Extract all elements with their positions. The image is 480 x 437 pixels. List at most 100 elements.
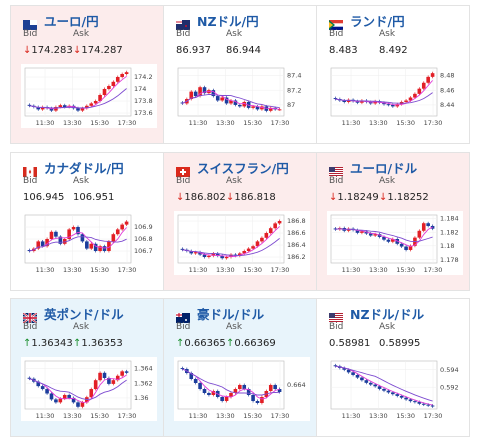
- candle-body: [76, 227, 80, 235]
- mini-chart[interactable]: 174.2 174 173.8 173.6 11:30 13:30 15:30 17:30: [21, 64, 157, 128]
- ma-long-line: [29, 236, 127, 252]
- rate-card[interactable]: カナダドル/円 Bid Ask 106.945 106.951 106.9 106.8 106…: [10, 152, 164, 291]
- ma-short-line: [29, 374, 127, 403]
- candle-body: [391, 239, 395, 242]
- candle-body: [277, 109, 282, 111]
- candle-body: [421, 82, 426, 89]
- rate-card[interactable]: ランド/円 Bid Ask 8.483 8.492 8.48 8.46 8.44 11:30 13…: [316, 5, 470, 144]
- x-tick-label: 13:30: [216, 119, 235, 127]
- ask-label: Ask: [73, 29, 90, 39]
- rate-card[interactable]: スイスフラン/円 Bid Ask ↓186.802 ↓186.818 186.8 186.6…: [163, 152, 317, 291]
- ask-value-text: 106.951: [73, 192, 115, 203]
- currency-pair-title[interactable]: NZドル/円: [197, 14, 259, 29]
- mini-chart[interactable]: 1.184 1.182 1.18 1.178 11:30 13:30 15:30 17:30: [327, 211, 463, 275]
- candle-body: [368, 233, 373, 236]
- x-tick-label: 17:30: [271, 412, 290, 420]
- candle-body: [408, 245, 413, 250]
- mini-chart[interactable]: 0.594 0.592 11:30 13:30 15:30 17:30: [327, 357, 463, 421]
- arrow-down-icon: ↓: [379, 192, 388, 203]
- candle-body: [417, 88, 422, 94]
- candle-body: [180, 368, 185, 370]
- bid-value-text: 8.483: [329, 45, 358, 56]
- bid-value: ↓1.18249: [329, 192, 379, 203]
- mini-chart[interactable]: 186.8 186.6 186.4 186.2 11:30 13:30 15:30 17:30: [174, 211, 310, 275]
- rate-card[interactable]: NZドル/ドル Bid Ask 0.58981 0.58995 0.594 0.592 11:…: [316, 298, 470, 437]
- price-chart-svg: 186.8 186.6 186.4 186.2 11:30 13:30 15:30 17:30: [174, 211, 310, 275]
- candle-body: [417, 230, 422, 238]
- candle-body: [377, 234, 382, 237]
- candle-body: [355, 374, 360, 378]
- candle-body: [229, 393, 233, 397]
- currency-pair-title[interactable]: 英ポンド/ドル: [44, 307, 124, 322]
- ca-flag: [23, 162, 37, 177]
- ask-label: Ask: [73, 322, 90, 332]
- candle-body: [115, 229, 120, 235]
- rate-card[interactable]: 英ポンド/ドル Bid Ask ↑1.36343 ↑1.36353 1.364 1.362 1…: [10, 298, 164, 437]
- price-chart-svg: 87.4 87.2 87 11:30 13:30 15:30 17:30: [174, 64, 310, 128]
- candle-body: [413, 401, 417, 403]
- candle-body: [36, 107, 41, 110]
- candle-body: [273, 223, 277, 229]
- currency-pair-title[interactable]: スイスフラン/円: [197, 161, 289, 176]
- bid-value: 86.937: [176, 45, 211, 56]
- candle-body: [102, 246, 107, 251]
- ask-value-text: 8.492: [379, 45, 408, 56]
- ask-value: ↑0.66369: [226, 338, 276, 349]
- y-tick-label: 173.6: [134, 109, 153, 117]
- candle-body: [242, 251, 247, 254]
- candle-body: [62, 239, 67, 244]
- rate-card[interactable]: NZドル/円 Bid Ask 86.937 86.944 87.4 87.2 87 11:30 1…: [163, 5, 317, 144]
- arrow-up-icon: ↑: [226, 338, 235, 349]
- candle-body: [124, 72, 129, 74]
- bid-value: ↑1.36343: [23, 338, 73, 349]
- mini-chart[interactable]: 106.9 106.8 106.7 11:30 13:30 15:30 17:30: [21, 211, 157, 275]
- candle-body: [382, 102, 386, 105]
- price-chart-svg: 1.364 1.362 1.36 11:30 13:30 15:30 17:30: [21, 357, 157, 421]
- ma-long-line: [182, 238, 280, 257]
- y-tick-label: 106.8: [134, 235, 153, 243]
- candle-body: [413, 93, 417, 98]
- candle-body: [36, 241, 41, 249]
- arrow-down-icon: ↓: [23, 45, 32, 56]
- rate-card[interactable]: ユーロ/円 Bid Ask ↓174.283 ↓174.287 174.2 174 173.8…: [10, 5, 164, 144]
- x-tick-label: 17:30: [271, 266, 290, 274]
- candle-body: [71, 397, 76, 403]
- x-tick-label: 11:30: [36, 119, 55, 127]
- currency-pair-title[interactable]: NZドル/ドル: [350, 307, 425, 322]
- candle-body: [246, 389, 251, 395]
- x-tick-label: 11:30: [189, 412, 208, 420]
- currency-pair-title[interactable]: ユーロ/円: [44, 14, 99, 29]
- candle-body: [102, 89, 107, 95]
- ask-value-text: 0.58995: [379, 338, 421, 349]
- rate-card[interactable]: ユーロ/ドル Bid Ask ↓1.18249 ↓1.18252 1.184 1.182 1.…: [316, 152, 470, 291]
- candle-body: [40, 241, 45, 247]
- mini-chart[interactable]: 0.664 11:30 13:30 15:30 17:30: [174, 357, 310, 421]
- x-tick-label: 15:30: [90, 412, 109, 420]
- candle-body: [364, 231, 369, 234]
- candle-body: [238, 253, 242, 256]
- x-tick-label: 17:30: [271, 119, 290, 127]
- rate-card[interactable]: 豪ドル/ドル Bid Ask ↑0.66365 ↑0.66369 0.664 11:30 13…: [163, 298, 317, 437]
- candle-body: [62, 105, 67, 107]
- arrow-down-icon: ↓: [73, 45, 82, 56]
- candle-body: [207, 255, 211, 257]
- mini-chart[interactable]: 1.364 1.362 1.36 11:30 13:30 15:30 17:30: [21, 357, 157, 421]
- candle-body: [215, 253, 220, 256]
- mini-chart[interactable]: 87.4 87.2 87 11:30 13:30 15:30 17:30: [174, 64, 310, 128]
- ask-value-text: 186.818: [234, 192, 276, 203]
- currency-pair-title[interactable]: 豪ドル/ドル: [197, 307, 265, 322]
- x-tick-label: 15:30: [396, 266, 415, 274]
- y-tick-label: 1.178: [440, 256, 459, 264]
- chart-frame: [177, 214, 285, 264]
- candle-body: [421, 403, 426, 405]
- currency-pair-title[interactable]: カナダドル/円: [44, 161, 124, 176]
- candle-body: [386, 390, 391, 393]
- x-tick-label: 15:30: [396, 412, 415, 420]
- ch-flag: [176, 162, 190, 177]
- x-tick-label: 17:30: [118, 412, 137, 420]
- currency-pair-title[interactable]: ユーロ/ドル: [350, 161, 418, 176]
- candle-body: [189, 91, 194, 100]
- currency-pair-title[interactable]: ランド/円: [350, 14, 405, 29]
- candle-body: [382, 388, 386, 391]
- mini-chart[interactable]: 8.48 8.46 8.44 11:30 13:30 15:30 17:30: [327, 64, 463, 128]
